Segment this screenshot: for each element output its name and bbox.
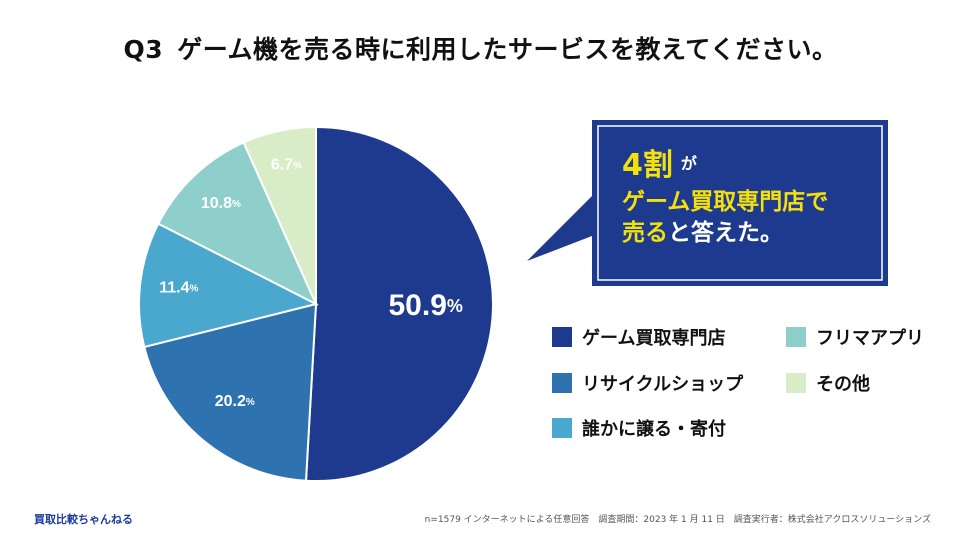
legend-item-flea-app: フリマアプリ xyxy=(786,324,924,350)
callout-pointer xyxy=(527,196,592,261)
legend-swatch xyxy=(552,327,572,347)
legend-swatch xyxy=(552,373,572,393)
legend-label: 誰かに譲る・寄付 xyxy=(582,419,726,440)
slice-value-label: 11.4% xyxy=(159,280,198,297)
callout-line1: 4割が xyxy=(622,146,882,187)
callout-line2: ゲーム買取専門店で xyxy=(622,188,829,215)
legend-item-gift: 誰かに譲る・寄付 xyxy=(552,415,726,441)
legend-swatch xyxy=(786,373,806,393)
legend-label: ゲーム買取専門店 xyxy=(582,328,726,349)
legend-label: フリマアプリ xyxy=(816,328,924,349)
survey-note: n=1579 インターネットによる任意回答 調査期間：2023 年 1 月 11… xyxy=(424,515,931,525)
slice-value-label: 6.7% xyxy=(271,157,302,174)
legend-label: リサイクルショップ xyxy=(582,374,744,395)
callout-small: が xyxy=(680,154,697,173)
brand-logo-text: 買取比較ちゃんねる xyxy=(34,513,133,526)
pie-slice xyxy=(156,141,319,307)
callout-line3-rest: と答えた。 xyxy=(668,219,783,246)
callout-inner-border xyxy=(597,125,883,281)
slice-value-label: 50.9% xyxy=(388,289,462,322)
legend-swatch xyxy=(786,327,806,347)
legend-label: その他 xyxy=(816,374,870,395)
pie-slice xyxy=(304,125,494,482)
question-number: Q3 xyxy=(123,35,164,64)
callout-background xyxy=(592,120,888,286)
question-text: ゲーム機を売る時に利用したサービスを教えてください。 xyxy=(177,35,838,64)
callout-big: 4割 xyxy=(622,148,673,183)
pie-slice xyxy=(138,222,319,349)
page-title: Q3 ゲーム機を売る時に利用したサービスを教えてください。 xyxy=(0,30,961,66)
legend-item-recycle-shop: リサイクルショップ xyxy=(552,370,743,396)
legend-item-other: その他 xyxy=(786,370,870,396)
slice-value-label: 20.2% xyxy=(215,393,255,410)
slice-value-label: 10.8% xyxy=(201,195,241,212)
pie-slice xyxy=(143,302,318,482)
callout-line3: 売ると答えた。 xyxy=(622,218,882,249)
pie-slice xyxy=(242,125,317,305)
legend-swatch xyxy=(552,418,572,438)
callout-line3-highlight: 売る xyxy=(622,219,668,246)
callout-text: 4割が ゲーム買取専門店で 売ると答えた。 xyxy=(622,146,882,249)
legend-item-game-shop: ゲーム買取専門店 xyxy=(552,324,725,350)
